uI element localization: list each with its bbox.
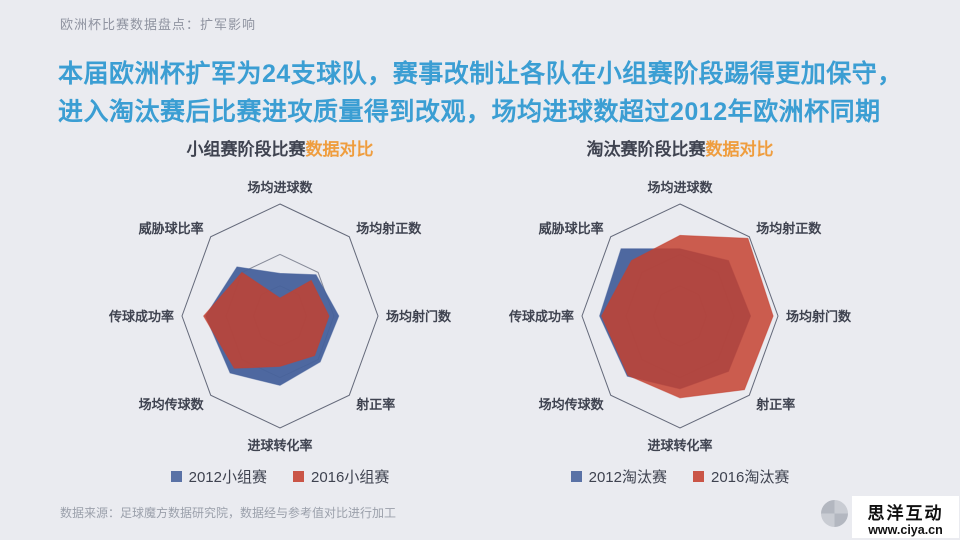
radar-axis-label: 传球成功率: [508, 309, 574, 324]
radar-axis-label: 场均传球数: [139, 397, 205, 412]
legend-label: 2016小组赛: [311, 469, 390, 486]
legend-label: 2012小组赛: [188, 469, 267, 486]
radar-axis-label: 进球转化率: [647, 438, 712, 453]
brand-url: www.ciya.cn: [868, 523, 943, 537]
radar-series-2016小组赛: [202, 271, 330, 369]
chart-knockout-stage: 淘汰赛阶段比赛数据对比 场均进球数场均射正数场均射门数射正率进球转化率 场均传球数…: [480, 138, 880, 487]
brand-name: 思洋互动: [867, 504, 944, 523]
radar-axis-label: 威胁球比率: [539, 221, 604, 236]
radar-axis-label: 威胁球比率: [139, 221, 204, 236]
chart-group-stage: 小组赛阶段比赛数据对比 场均进球数场均射正数场均射门数射正率进球转化率 场均传球数…: [80, 138, 480, 487]
radar-grid-ring: [181, 203, 379, 429]
legend-knockout-stage: 2012淘汰赛 2016淘汰赛: [570, 466, 789, 487]
chart-title-main: 小组赛阶段比赛: [186, 140, 306, 159]
radar-axis-label: 场均射正数: [756, 221, 822, 236]
legend-swatch-2016-knockout: [693, 471, 704, 482]
charts-row: 小组赛阶段比赛数据对比 场均进球数 场均射正数 场均射门数 射正率 进球转化率 场均传球数…: [80, 138, 880, 487]
legend-label: 2016淘汰赛: [711, 469, 790, 486]
kicker: 欧洲杯比赛数据盘点：扩军影响: [60, 17, 257, 32]
radar-grid-ring: [581, 203, 779, 429]
radar-axis-label: 传球成功率: [108, 309, 174, 324]
brand-globe-icon: [821, 500, 848, 527]
legend-item: 2016淘汰赛: [693, 466, 789, 487]
chart-title-accent: 数据对比: [305, 140, 374, 159]
radar-axis-label: 射正率: [355, 397, 395, 412]
chart-title-accent: 数据对比: [705, 140, 774, 159]
radar-axis-label: 场均进球数: [247, 180, 313, 195]
radar-series-2016淘汰赛: [601, 234, 774, 399]
legend-group-stage: 2012小组赛 2016小组赛: [170, 466, 389, 487]
legend-item: 2012淘汰赛: [570, 466, 667, 487]
chart-title-group-stage: 小组赛阶段比赛数据对比: [187, 138, 374, 164]
radar-axis-label: 场均传球数: [539, 397, 605, 412]
legend-item: 2016小组赛: [293, 466, 389, 487]
radar-axis-label: 场均射门数: [386, 309, 452, 324]
brand-box: 思洋互动 www.ciya.cn: [852, 496, 959, 538]
legend-swatch-2016-group: [293, 471, 304, 482]
chart-title-main: 淘汰赛阶段比赛: [586, 140, 706, 159]
radar-axis-label: 进球转化率: [247, 438, 312, 453]
legend-swatch-2012-knockout: [570, 471, 582, 482]
legend-item: 2012小组赛: [170, 466, 267, 487]
legend-swatch-2012-group: [170, 471, 182, 482]
legend-label: 2012淘汰赛: [588, 469, 667, 486]
chart-title-knockout-stage: 淘汰赛阶段比赛数据对比: [587, 138, 774, 164]
radar-axis-label: 场均进球数: [647, 180, 713, 195]
headline: 本届欧洲杯扩军为24支球队，赛事改制让各队在小组赛阶段踢得更加保守，进入淘汰赛后…: [58, 60, 903, 126]
radar-axis-label: 射正率: [755, 397, 795, 412]
source-note: 数据来源：足球魔方数据研究院，数据经与参考值对比进行加工: [60, 506, 397, 520]
radar-axis-label: 场均射正数: [356, 221, 422, 236]
radar-axis-label: 场均射门数: [786, 309, 852, 324]
